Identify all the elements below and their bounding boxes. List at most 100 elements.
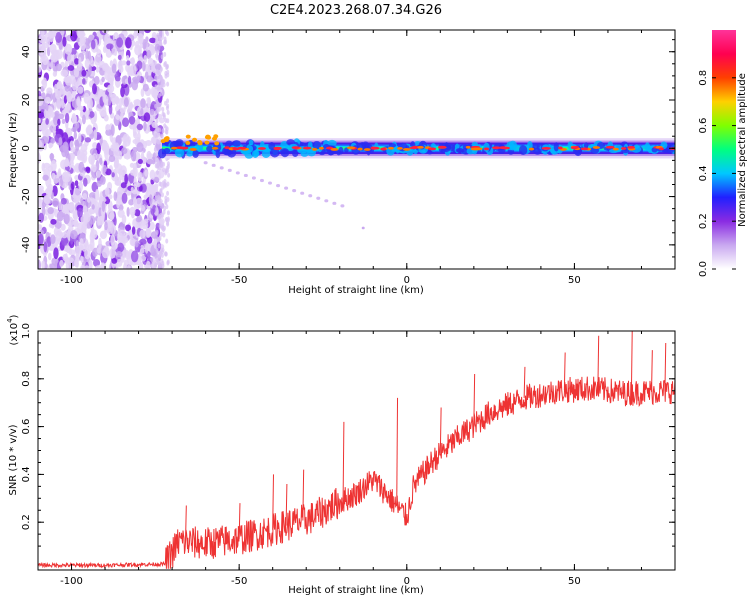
- noise-blob: [90, 229, 98, 239]
- signal-peak: [185, 134, 191, 139]
- noise-blob: [43, 109, 48, 118]
- noise-edge-blob: [158, 40, 162, 46]
- noise-edge-blob: [165, 204, 169, 210]
- noise-blob: [104, 221, 108, 231]
- noise-edge-blob: [158, 35, 162, 41]
- signal-blob: [226, 147, 237, 158]
- noise-blob: [57, 118, 61, 126]
- noise-blob: [77, 132, 82, 144]
- signal-blob: [248, 145, 254, 153]
- spectrogram-ticks: -100 -50 0 50 -40 -20 0 20 40: [21, 30, 676, 286]
- noise-blob: [143, 54, 148, 64]
- noise-edge-blob: [159, 200, 163, 206]
- noise-blob: [53, 247, 59, 260]
- signal-blob: [232, 140, 241, 147]
- noise-edge-blob: [162, 167, 166, 173]
- noise-blob: [89, 98, 93, 110]
- noise-blob: [146, 97, 151, 104]
- noise-blob: [109, 211, 115, 221]
- noise-blob: [43, 241, 48, 253]
- snr-xtick-label: 50: [568, 576, 581, 587]
- signal-blob: [443, 145, 452, 150]
- aliased-trace: [219, 166, 224, 170]
- noise-blob: [129, 237, 136, 246]
- noise-blob: [140, 108, 144, 115]
- noise-edge-blob: [156, 32, 160, 38]
- noise-blob: [104, 142, 110, 155]
- noise-edge-blob: [163, 178, 167, 184]
- noise-edge-blob: [161, 106, 165, 112]
- noise-blob: [122, 249, 130, 258]
- noise-blob: [108, 154, 116, 163]
- noise-blob: [83, 214, 89, 226]
- signal-peak: [363, 148, 371, 151]
- noise-blob: [45, 186, 52, 198]
- noise-blob: [119, 107, 126, 114]
- signal-peak: [175, 146, 185, 150]
- signal-peak: [205, 134, 211, 139]
- noise-blob: [74, 139, 80, 151]
- noise-edge-blob: [164, 168, 168, 174]
- snr-xtick-label: -100: [60, 576, 83, 587]
- noise-blob: [81, 244, 87, 252]
- noise-blob: [105, 168, 112, 176]
- noise-edge-blob: [161, 263, 165, 269]
- noise-blob: [150, 186, 157, 197]
- noise-blob: [81, 114, 86, 125]
- noise-edge-blob: [153, 60, 157, 66]
- aliased-trace: [211, 163, 216, 167]
- noise-blob: [145, 139, 152, 147]
- snr-spike: [651, 350, 653, 392]
- noise-blob: [151, 121, 158, 129]
- spectrogram-ytick-label: 20: [21, 94, 32, 107]
- noise-blob: [44, 32, 50, 43]
- noise-blob: [43, 194, 51, 205]
- noise-blob: [42, 174, 49, 181]
- signal-peak: [197, 141, 203, 146]
- noise-blob: [144, 30, 151, 34]
- noise-blob: [93, 111, 98, 123]
- noise-blob: [79, 238, 84, 248]
- noise-blob: [82, 205, 88, 214]
- noise-edge-blob: [166, 210, 170, 216]
- noise-blob: [122, 117, 130, 128]
- aliased-trace: [227, 168, 232, 172]
- signal-peak: [627, 145, 636, 149]
- noise-blob: [155, 222, 161, 230]
- signal-peak: [498, 146, 508, 150]
- noise-blob: [47, 252, 52, 261]
- noise-blob: [133, 99, 141, 105]
- noise-edge-blob: [166, 196, 170, 202]
- colorbar-label: Normalized spectral amplitude: [737, 73, 748, 227]
- noise-edge-blob: [154, 210, 158, 216]
- noise-blob: [106, 43, 114, 50]
- noise-blob: [62, 141, 69, 154]
- noise-edge-blob: [156, 213, 160, 219]
- noise-blob: [66, 103, 71, 112]
- noise-blob: [130, 250, 139, 263]
- noise-blob: [116, 197, 120, 209]
- noise-blob: [145, 260, 151, 269]
- noise-blob: [99, 230, 107, 240]
- noise-edge-blob: [160, 192, 164, 198]
- noise-edge-blob: [159, 75, 163, 81]
- noise-blob: [144, 71, 149, 80]
- noise-blob: [109, 247, 116, 259]
- signal-peak: [592, 146, 600, 149]
- colorbar: 0.0 0.2 0.4 0.6 0.8 Normalized spectral ampl…: [698, 30, 748, 277]
- noise-blob: [123, 97, 129, 107]
- noise-blob: [52, 71, 58, 77]
- noise-blob: [110, 234, 115, 246]
- aliased-trace: [324, 199, 329, 203]
- signal-peak: [397, 146, 403, 150]
- noise-blob: [67, 202, 75, 211]
- noise-blob: [94, 75, 100, 85]
- noise-blob: [118, 229, 126, 237]
- noise-blob: [123, 138, 131, 147]
- noise-edge-blob: [166, 181, 170, 187]
- noise-blob: [125, 224, 132, 232]
- noise-blob: [125, 55, 130, 61]
- noise-blob: [135, 216, 142, 223]
- noise-blob: [123, 237, 129, 243]
